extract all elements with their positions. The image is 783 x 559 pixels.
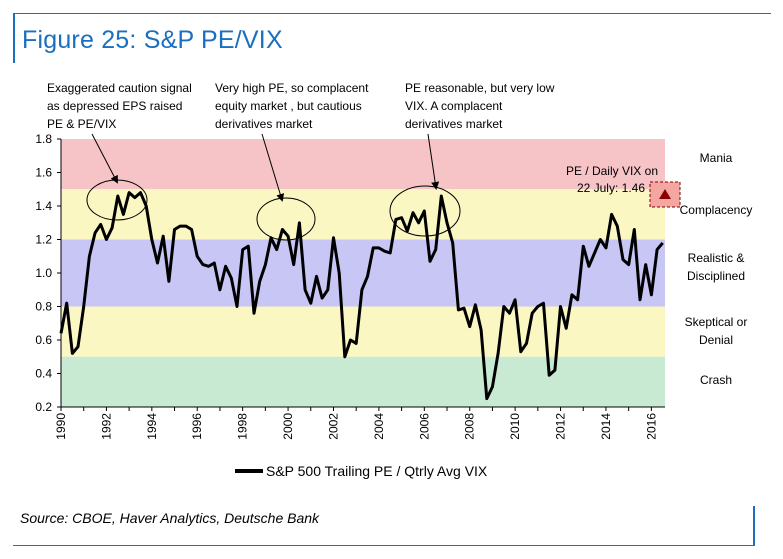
y-tick-label: 0.8 bbox=[35, 300, 52, 314]
frame-right-rule bbox=[753, 506, 755, 546]
zone-label: Skeptical or Denial bbox=[685, 315, 748, 347]
x-tick-label: 1998 bbox=[236, 413, 250, 440]
x-tick-label: 2012 bbox=[554, 413, 568, 440]
x-tick-label: 2016 bbox=[644, 413, 658, 440]
x-tick-label: 2008 bbox=[463, 413, 477, 440]
zone-band bbox=[61, 239, 665, 307]
y-tick-label: 1.0 bbox=[35, 266, 52, 280]
annotation-ellipse bbox=[256, 197, 316, 241]
x-tick-label: 1996 bbox=[190, 413, 204, 440]
x-tick-label: 1994 bbox=[145, 413, 159, 440]
x-axis-ticks: 1990 1992 1994 1996 1998 2000 2002 2004 2006 2008… bbox=[54, 407, 658, 440]
zone-band bbox=[61, 189, 665, 240]
y-tick-label: 0.4 bbox=[35, 367, 52, 381]
pe-vix-chart: Mania Complacency Realistic & Disciplined Sk… bbox=[35, 81, 753, 479]
y-tick-label: 0.2 bbox=[35, 400, 52, 414]
zone-band bbox=[61, 356, 665, 407]
sentiment-zones bbox=[61, 139, 665, 407]
series-line bbox=[59, 191, 664, 401]
x-tick-label: 2014 bbox=[599, 413, 613, 440]
y-tick-label: 1.4 bbox=[35, 199, 52, 213]
frame-left-rule bbox=[13, 13, 15, 63]
zone-label: Complacency bbox=[680, 203, 753, 217]
current-marker: PE / Daily VIX on 22 July: 1.46 bbox=[566, 164, 681, 208]
frame-bottom-rule bbox=[13, 545, 755, 546]
y-tick-label: 1.2 bbox=[35, 233, 52, 247]
zone-band bbox=[61, 306, 665, 357]
x-tick-label: 2006 bbox=[417, 413, 431, 440]
x-tick-label: 2000 bbox=[281, 413, 295, 440]
x-tick-label: 2002 bbox=[326, 413, 340, 440]
zone-label: Realistic & Disciplined bbox=[687, 251, 745, 283]
zone-label: Crash bbox=[700, 373, 732, 387]
legend: S&P 500 Trailing PE / Qtrly Avg VIX bbox=[235, 463, 488, 479]
marker-triangle-icon bbox=[659, 189, 671, 199]
x-tick-label: 2010 bbox=[508, 413, 522, 440]
annotation-arrow bbox=[427, 133, 440, 190]
x-tick-label: 1992 bbox=[99, 413, 113, 440]
figure-title: Figure 25: S&P PE/VIX bbox=[22, 26, 283, 54]
frame-top-rule bbox=[13, 13, 771, 14]
y-tick-label: 1.6 bbox=[35, 166, 52, 180]
annotation-text: PE reasonable, but very low VIX. A compla… bbox=[405, 81, 555, 131]
x-tick-label: 1990 bbox=[54, 413, 68, 440]
annotation-text: Very high PE, so complacent equity market… bbox=[215, 81, 369, 131]
y-tick-label: 0.6 bbox=[35, 333, 52, 347]
legend-label: S&P 500 Trailing PE / Qtrly Avg VIX bbox=[266, 463, 488, 479]
annotation-ellipse bbox=[389, 185, 461, 237]
annotation-arrow bbox=[261, 133, 285, 202]
source-note: Source: CBOE, Haver Analytics, Deutsche … bbox=[20, 510, 320, 526]
marker-label: PE / Daily VIX on 22 July: 1.46 bbox=[566, 164, 658, 195]
y-tick-label: 1.8 bbox=[35, 132, 52, 146]
zone-band bbox=[61, 139, 665, 190]
annotation-arrow bbox=[91, 133, 118, 184]
annotations: Exaggerated caution signal as depressed E… bbox=[47, 81, 555, 241]
annotation-text: Exaggerated caution signal as depressed E… bbox=[47, 81, 192, 131]
y-axis-ticks: 0.2 0.4 0.6 0.8 1.0 1.2 1.4 1.6 1.8 bbox=[35, 132, 61, 414]
zone-labels: Mania Complacency Realistic & Disciplined Sk… bbox=[680, 151, 753, 387]
x-tick-label: 2004 bbox=[372, 413, 386, 440]
zone-label: Mania bbox=[700, 151, 733, 165]
